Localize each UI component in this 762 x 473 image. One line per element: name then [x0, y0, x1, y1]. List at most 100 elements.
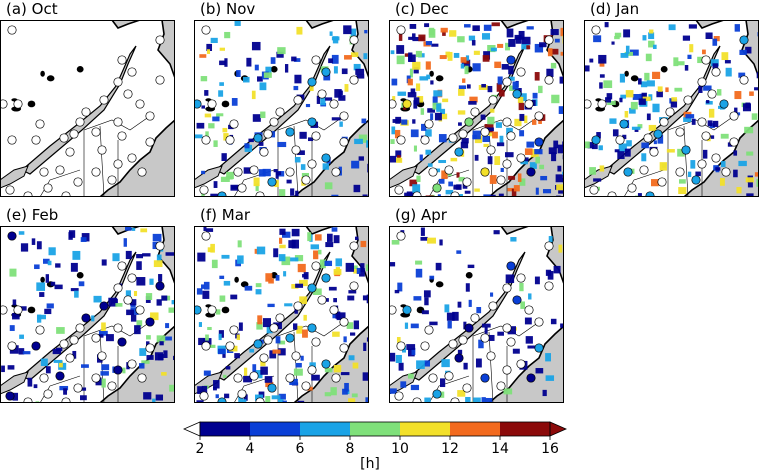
- field-cell: [255, 183, 259, 192]
- field-cell: [269, 350, 277, 359]
- station-marker: [275, 313, 285, 323]
- field-cell: [620, 94, 627, 99]
- small-lake: [465, 272, 473, 279]
- station-marker: [321, 67, 331, 77]
- field-cell: [106, 334, 114, 342]
- field-cell: [363, 342, 367, 352]
- field-cell: [365, 264, 369, 272]
- station-marker: [486, 145, 496, 155]
- small-lake: [76, 272, 84, 279]
- field-cell: [534, 72, 540, 81]
- field-cell: [324, 367, 333, 373]
- station-marker: [502, 323, 512, 333]
- field-cell: [52, 348, 61, 355]
- field-cell: [346, 322, 354, 329]
- field-cell: [721, 52, 729, 61]
- field-cell: [412, 184, 421, 193]
- field-cell: [307, 232, 312, 242]
- field-cell: [243, 167, 253, 174]
- field-cell: [447, 320, 452, 329]
- field-cell: [222, 127, 228, 133]
- small-lake: [234, 276, 239, 283]
- field-cell: [487, 85, 493, 93]
- field-cell: [351, 160, 360, 169]
- station-marker: [462, 177, 472, 187]
- field-cell: [599, 165, 605, 172]
- field-cell: [462, 78, 466, 83]
- field-cell: [350, 265, 358, 269]
- station-marker: [591, 25, 601, 35]
- field-cell: [237, 255, 244, 264]
- field-cell: [243, 394, 248, 401]
- station-marker: [225, 135, 235, 145]
- field-cell: [362, 295, 368, 301]
- field-cell: [152, 241, 158, 250]
- field-cell: [550, 318, 557, 325]
- field-cell: [431, 43, 439, 47]
- small-lake: [27, 100, 36, 108]
- field-cell: [463, 60, 470, 64]
- field-cell: [648, 40, 655, 48]
- field-cell: [448, 181, 453, 187]
- colorbar-tick-label: 12: [441, 441, 459, 457]
- field-cell: [424, 397, 431, 403]
- field-cell: [201, 385, 208, 394]
- field-cell: [139, 348, 147, 356]
- station-marker: [502, 159, 512, 169]
- station-marker: [0, 99, 8, 109]
- station-marker: [301, 381, 311, 391]
- field-cell: [163, 336, 172, 341]
- field-cell: [474, 154, 479, 161]
- field-cell: [350, 28, 357, 37]
- colorbar-segment: [450, 422, 500, 436]
- field-cell: [215, 309, 221, 315]
- field-cell: [350, 52, 359, 58]
- station-marker: [107, 381, 117, 391]
- field-cell: [262, 168, 271, 177]
- field-cell: [420, 108, 425, 115]
- field-cell: [27, 377, 33, 387]
- field-cell: [463, 321, 467, 330]
- field-cell: [230, 184, 239, 191]
- field-cell: [312, 288, 322, 295]
- field-cell: [509, 85, 516, 92]
- station-marker: [639, 165, 649, 175]
- field-cell: [331, 194, 339, 197]
- station-marker: [91, 373, 101, 383]
- field-cell: [689, 44, 694, 53]
- station-marker: [155, 75, 165, 85]
- field-cell: [441, 359, 450, 368]
- station-marker: [135, 99, 145, 109]
- station-marker: [269, 117, 279, 127]
- field-cell: [518, 102, 524, 111]
- field-cell: [458, 85, 467, 90]
- field-cell: [223, 133, 229, 141]
- field-cell: [560, 27, 564, 37]
- field-cell: [749, 91, 754, 96]
- field-cell: [412, 33, 416, 38]
- field-cell: [131, 227, 136, 231]
- station-marker: [444, 165, 454, 175]
- field-cell: [293, 323, 298, 330]
- panel-title-mar: (f) Mar: [200, 206, 251, 224]
- field-cell: [481, 83, 486, 88]
- field-cell: [101, 378, 106, 388]
- field-cell: [526, 45, 531, 50]
- field-cell: [335, 258, 343, 267]
- field-cell: [213, 181, 218, 188]
- field-cell: [495, 122, 502, 128]
- station-marker: [199, 185, 209, 195]
- field-cell: [706, 100, 710, 104]
- field-cell: [674, 87, 683, 92]
- station-marker: [113, 365, 123, 375]
- field-cell: [390, 139, 395, 144]
- field-cell: [291, 284, 299, 289]
- field-cell: [460, 57, 467, 63]
- field-cell: [683, 117, 692, 123]
- colorbar-tick-label: 8: [345, 441, 355, 457]
- station-marker: [145, 111, 155, 121]
- field-cell: [547, 270, 554, 280]
- field-cell: [555, 174, 563, 183]
- field-cell: [519, 130, 525, 137]
- field-cell: [327, 233, 333, 242]
